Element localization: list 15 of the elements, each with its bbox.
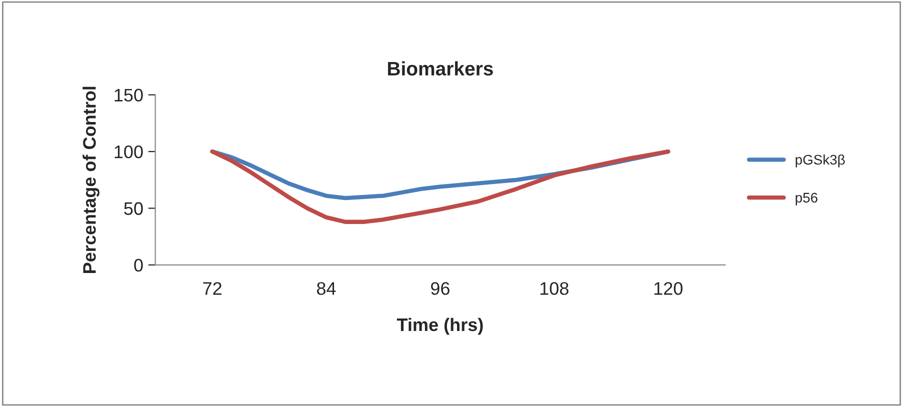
x-tick-label: 84 [317, 282, 336, 295]
y-tick-label: 0 [134, 258, 143, 272]
y-tick-label: 50 [124, 202, 143, 215]
x-tick-label: 120 [654, 282, 682, 295]
x-tick-label: 72 [203, 282, 222, 295]
y-tick-label: 150 [114, 88, 143, 102]
chart-title: Biomarkers [388, 61, 493, 76]
legend-label: pGSk3β [796, 154, 845, 168]
x-axis-title: Time (hrs) [396, 318, 483, 335]
y-axis-title: Percentage of Control [82, 86, 100, 273]
legend-label: p56 [796, 192, 818, 206]
y-tick-label: 100 [114, 145, 143, 158]
line-series [210, 149, 670, 224]
x-tick-label: 108 [540, 282, 568, 295]
x-tick-label: 96 [431, 282, 450, 295]
